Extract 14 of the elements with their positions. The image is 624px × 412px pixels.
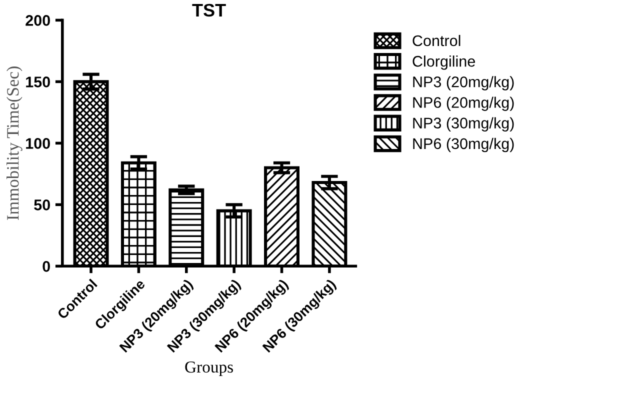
- y-tick-label: 50: [34, 200, 50, 210]
- y-tick-label: 0: [42, 261, 50, 272]
- legend-label: Clorgiline: [412, 56, 475, 70]
- chart-title: TST: [192, 4, 226, 17]
- legend-label: NP3 (30mg/kg): [413, 117, 514, 132]
- legend-label: NP6 (30mg/kg): [413, 138, 514, 152]
- legend-label: Control: [412, 34, 460, 46]
- y-tick-label: 100: [26, 138, 50, 149]
- legend-label: NP3 (20mg/kg): [413, 76, 514, 90]
- y-tick-label: 150: [26, 76, 50, 88]
- y-axis-title: Immobility Time(Sec): [6, 66, 22, 220]
- x-axis-title: Groups: [185, 361, 233, 376]
- legend-label: NP6 (20mg/kg): [413, 96, 514, 111]
- y-tick-label: 200: [26, 15, 50, 26]
